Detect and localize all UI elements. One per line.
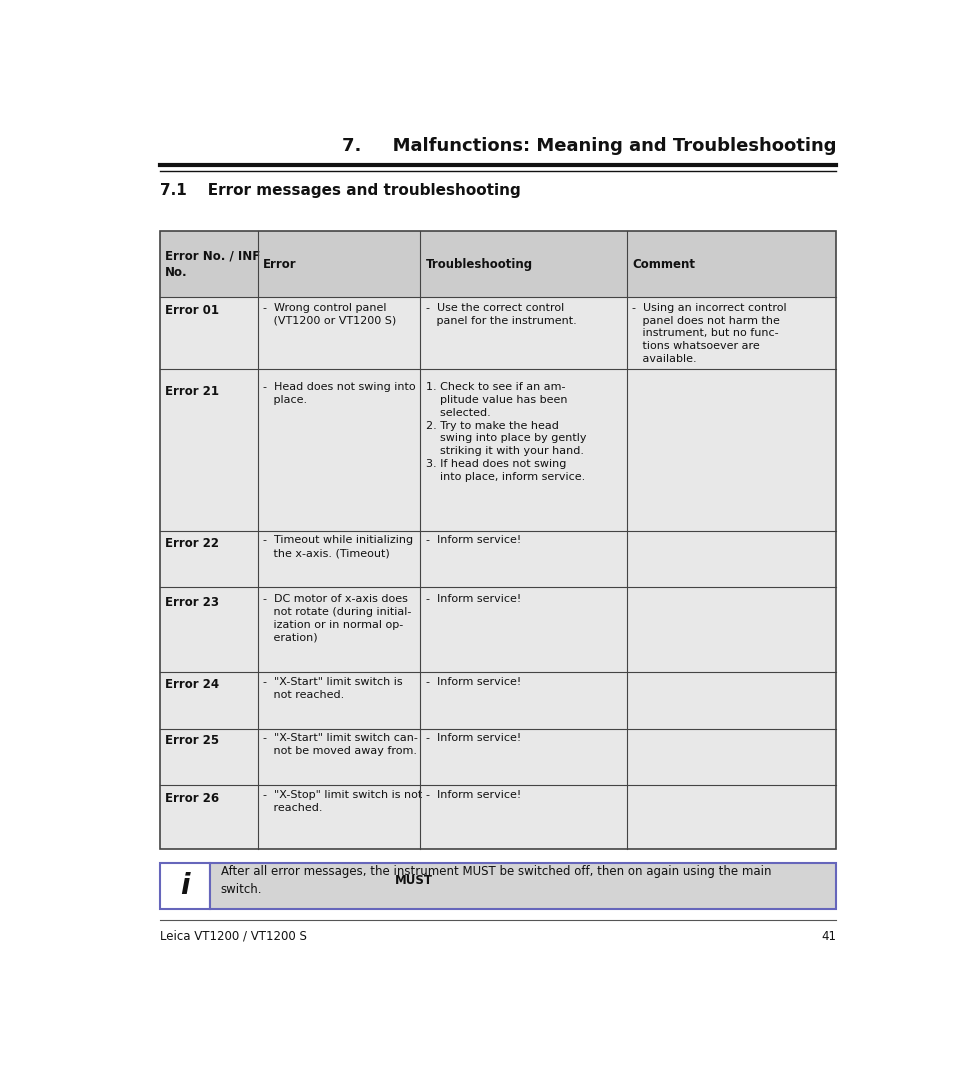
Text: -  Inform service!: - Inform service! <box>425 594 520 604</box>
Bar <box>160 785 836 849</box>
Text: 1. Check to see if an am-
    plitude value has been
    selected.
2. Try to mak: 1. Check to see if an am- plitude value … <box>425 382 585 482</box>
Text: -  Inform service!: - Inform service! <box>425 733 520 743</box>
Text: -  "X-Start" limit switch is
   not reached.: - "X-Start" limit switch is not reached. <box>263 677 402 700</box>
Text: Error 23: Error 23 <box>165 596 219 609</box>
Text: -  "X-Start" limit switch can-
   not be moved away from.: - "X-Start" limit switch can- not be mov… <box>263 733 417 756</box>
Text: i: i <box>180 872 190 900</box>
Bar <box>160 369 836 531</box>
Text: Error No. / INF
No.: Error No. / INF No. <box>165 249 260 279</box>
Text: -  Inform service!: - Inform service! <box>425 791 520 800</box>
Text: Error 24: Error 24 <box>165 678 219 691</box>
Bar <box>160 588 836 673</box>
Text: Error 21: Error 21 <box>165 386 219 399</box>
Text: Leica VT1200 / VT1200 S: Leica VT1200 / VT1200 S <box>160 930 307 943</box>
Bar <box>160 729 836 785</box>
Text: 7.1    Error messages and troubleshooting: 7.1 Error messages and troubleshooting <box>160 183 520 198</box>
Text: Error 01: Error 01 <box>165 305 219 318</box>
Text: Error 26: Error 26 <box>165 792 219 805</box>
Text: After all error messages, the instrument MUST be switched off, then on again usi: After all error messages, the instrument… <box>220 865 770 896</box>
Text: Troubleshooting: Troubleshooting <box>425 257 532 270</box>
Text: -  Timeout while initializing
   the x-axis. (Timeout): - Timeout while initializing the x-axis.… <box>263 536 413 558</box>
Text: Error 25: Error 25 <box>165 734 219 747</box>
Bar <box>160 673 836 729</box>
Text: 7.     Malfunctions: Meaning and Troubleshooting: 7. Malfunctions: Meaning and Troubleshoo… <box>341 136 836 154</box>
Text: -  Inform service!: - Inform service! <box>425 536 520 545</box>
Text: MUST: MUST <box>395 875 433 888</box>
Text: -  Use the correct control
   panel for the instrument.: - Use the correct control panel for the … <box>425 302 576 325</box>
Text: -  Inform service!: - Inform service! <box>425 677 520 687</box>
Bar <box>210 863 836 908</box>
Text: 41: 41 <box>821 930 836 943</box>
Text: -  Head does not swing into
   place.: - Head does not swing into place. <box>263 382 416 405</box>
Text: Comment: Comment <box>631 257 694 270</box>
Bar <box>160 863 210 908</box>
Text: -  Using an incorrect control
   panel does not harm the
   instrument, but no f: - Using an incorrect control panel does … <box>631 302 785 364</box>
Text: -  Wrong control panel
   (VT1200 or VT1200 S): - Wrong control panel (VT1200 or VT1200 … <box>263 302 396 325</box>
Bar <box>160 531 836 588</box>
Bar <box>160 231 836 297</box>
Bar <box>160 297 836 369</box>
Text: -  "X-Stop" limit switch is not
   reached.: - "X-Stop" limit switch is not reached. <box>263 791 422 813</box>
Text: Error: Error <box>263 257 296 270</box>
Bar <box>160 231 836 849</box>
Text: -  DC motor of x-axis does
   not rotate (during initial-
   ization or in norma: - DC motor of x-axis does not rotate (du… <box>263 594 411 643</box>
Text: Error 22: Error 22 <box>165 537 219 550</box>
